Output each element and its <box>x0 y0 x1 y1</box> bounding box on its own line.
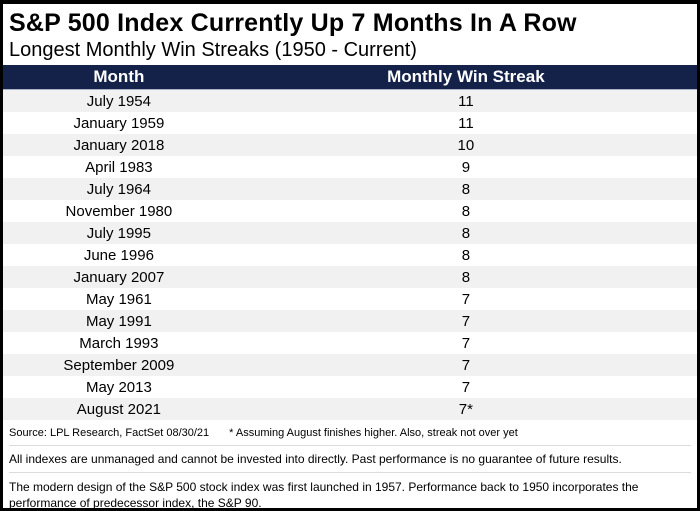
month-cell: September 2009 <box>63 356 175 374</box>
streak-cell: 8 <box>461 180 471 198</box>
title-block: S&P 500 Index Currently Up 7 Months In A… <box>3 4 697 65</box>
table-row: August 2021 7* <box>3 398 697 420</box>
streak-cell: 7 <box>461 378 471 396</box>
streak-cell: 9 <box>461 158 471 176</box>
month-cell: March 1993 <box>79 334 159 352</box>
table-row: July 1954 11 <box>3 90 697 112</box>
month-cell: June 1996 <box>83 246 154 264</box>
footnote: * Assuming August finishes higher. Also,… <box>229 427 518 439</box>
streak-cell: 11 <box>458 92 474 110</box>
table-row: November 1980 8 <box>3 200 697 222</box>
month-cell: July 1964 <box>86 180 151 198</box>
column-header-streak: Monthly Win Streak <box>387 67 545 86</box>
streak-cell: 7 <box>461 334 471 352</box>
month-cell: July 1995 <box>86 224 151 242</box>
table-row: June 1996 8 <box>3 244 697 266</box>
streak-cell: 8 <box>461 268 471 286</box>
streak-cell: 7 <box>461 290 471 308</box>
table-row: January 2018 10 <box>3 134 697 156</box>
month-cell: November 1980 <box>65 202 173 220</box>
month-cell: July 1954 <box>86 92 151 110</box>
table-row: January 1959 11 <box>3 112 697 134</box>
month-cell: August 2021 <box>76 400 162 418</box>
table-body: July 1954 11 January 1959 11 January 201… <box>3 90 697 420</box>
table-header-row: Month Monthly Win Streak <box>3 65 697 90</box>
table-row: May 2013 7 <box>3 376 697 398</box>
streak-cell: 7 <box>461 356 471 374</box>
table-row: January 2007 8 <box>3 266 697 288</box>
month-cell: January 1959 <box>73 114 165 132</box>
table-row: May 1961 7 <box>3 288 697 310</box>
footer: Source: LPL Research, FactSet 08/30/21 * … <box>3 420 697 510</box>
table-row: July 1964 8 <box>3 178 697 200</box>
streak-cell: 8 <box>461 246 471 264</box>
month-cell: May 1961 <box>85 290 152 308</box>
streak-cell: 11 <box>458 114 474 132</box>
month-cell: April 1983 <box>85 158 153 176</box>
month-cell: January 2018 <box>73 136 165 154</box>
table-row: September 2009 7 <box>3 354 697 376</box>
disclosure-1: All indexes are unmanaged and cannot be … <box>9 446 691 473</box>
streak-cell: 8 <box>461 224 471 242</box>
streak-cell: 7* <box>458 400 473 418</box>
chart-title: S&P 500 Index Currently Up 7 Months In A… <box>9 9 577 37</box>
month-cell: January 2007 <box>73 268 165 286</box>
table-row: July 1995 8 <box>3 222 697 244</box>
source-line: Source: LPL Research, FactSet 08/30/21 * … <box>9 427 691 446</box>
disclosure-2: The modern design of the S&P 500 stock i… <box>9 480 639 510</box>
streak-cell: 7 <box>461 312 471 330</box>
table-row: April 1983 9 <box>3 156 697 178</box>
table-row: March 1993 7 <box>3 332 697 354</box>
streak-cell: 8 <box>461 202 471 220</box>
chart-subtitle: Longest Monthly Win Streaks (1950 - Curr… <box>9 39 417 61</box>
column-header-month: Month <box>93 67 145 86</box>
month-cell: May 1991 <box>85 312 152 330</box>
month-cell: May 2013 <box>85 378 152 396</box>
streak-cell: 10 <box>457 136 475 154</box>
table-row: May 1991 7 <box>3 310 697 332</box>
source-text: Source: LPL Research, FactSet 08/30/21 <box>9 427 210 439</box>
